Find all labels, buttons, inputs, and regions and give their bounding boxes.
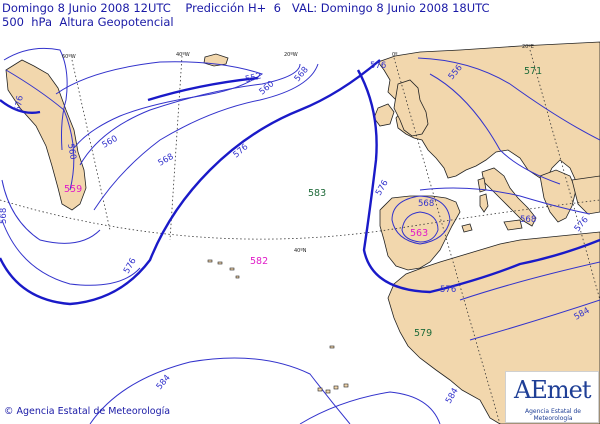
turkey-landmass	[571, 175, 600, 215]
contour-560-north	[3, 47, 68, 151]
sicily-landmass	[503, 219, 523, 231]
contour-label-568-north: 568	[293, 65, 311, 84]
aemet-logo: AEmet Agencia Estatal de Meteorología	[505, 371, 599, 423]
contour-label-568-east: 568	[520, 215, 536, 225]
contour-label-584-south: 584	[155, 373, 173, 392]
contour-576-thick-iberia	[356, 69, 600, 294]
contour-label-568-mid: 568	[157, 152, 176, 169]
thick-contours	[0, 59, 600, 306]
contour-label-576-iberia: 576	[374, 178, 391, 197]
contour-552	[55, 61, 264, 149]
contour-label-576-center: 576	[232, 142, 251, 160]
contour-576-north-arc	[429, 73, 561, 185]
balkans-landmass	[539, 169, 577, 223]
contour-label-576-south: 576	[440, 285, 456, 295]
high-center-africa: 579	[414, 328, 432, 339]
contour-576-east	[417, 57, 600, 141]
contour-label-576-north: 576	[370, 61, 386, 71]
label-20e: 20ºE	[522, 44, 534, 50]
ireland-landmass	[373, 103, 395, 127]
azores-island-4	[235, 275, 240, 279]
meridian-40w	[169, 55, 183, 241]
contour-576-west	[1, 219, 141, 286]
contour-label-552: 552	[244, 71, 262, 85]
thin-contours	[1, 47, 600, 424]
contour-568-main	[93, 63, 319, 211]
italy-landmass	[481, 167, 537, 227]
contour-label-560-mid: 560	[101, 134, 120, 151]
contour-label-584-se: 584	[444, 386, 461, 405]
contour-label-568-iberia: 568	[418, 199, 434, 209]
greenland-landmass	[5, 59, 87, 211]
chart-header: Domingo 8 Junio 2008 12UTC Predicción H+…	[2, 1, 598, 29]
contour-label-576-west: 576	[122, 256, 139, 275]
europe-landmass	[377, 41, 600, 205]
label-40n: 40ºN	[294, 248, 307, 254]
contour-560-main	[79, 63, 301, 166]
contour-568-west	[1, 179, 101, 244]
canary-island-2	[325, 389, 331, 394]
contour-label-576-edge: 576	[13, 95, 26, 113]
aemet-logo-subtitle: Agencia Estatal de Meteorología	[524, 408, 581, 422]
meridian-20e	[529, 49, 600, 301]
meridian-60w	[71, 59, 111, 231]
aemet-logo-brand: AEmet	[514, 376, 591, 404]
label-60w: 60ºW	[62, 54, 76, 60]
contour-584-edge	[459, 261, 600, 301]
contour-576-thick-west	[0, 59, 381, 306]
islands	[207, 259, 349, 394]
contour-584-south	[89, 357, 351, 424]
contour-label-560-west: 560	[65, 143, 78, 161]
agency-credit: © Agencia Estatal de Meteorología	[4, 406, 171, 417]
britain-landmass	[393, 79, 429, 137]
pressure-centers: 559 583 582 563 579 571	[64, 66, 542, 339]
graticule	[0, 49, 600, 424]
contour-568-iberia	[391, 195, 451, 245]
azores-island-2	[217, 261, 223, 265]
contour-584-far	[469, 299, 600, 341]
land-layer	[5, 41, 600, 424]
baleares-landmass	[461, 223, 473, 233]
contour-560-west	[5, 69, 75, 191]
high-center-south: 582	[250, 256, 268, 267]
contour-584-se	[299, 391, 441, 424]
sardinia-landmass	[479, 193, 489, 213]
field-title: 500 hPa Altura Geopotencial	[2, 15, 174, 29]
canary-island-1	[317, 387, 323, 392]
label-40w: 40ºW	[176, 52, 190, 58]
contour-label-576-east: 576	[573, 215, 591, 234]
high-center-atlantic: 583	[308, 188, 326, 199]
label-0: 0º	[392, 52, 398, 58]
low-center-iberia: 563	[410, 228, 428, 239]
contour-576-thick-center	[147, 76, 259, 102]
contour-label-560-north: 560	[258, 79, 277, 97]
contour-576-thick-upper	[0, 99, 41, 114]
contour-label-568-west: 568	[0, 208, 9, 224]
canary-island-4	[343, 383, 349, 388]
graticule-labels: 60ºW 40ºW 20ºW 0º 20ºE 40ºN	[62, 44, 534, 254]
azores-island-3	[229, 267, 235, 271]
low-center-west: 559	[64, 184, 82, 195]
high-center-europe: 571	[524, 66, 542, 77]
label-20w: 20ºW	[284, 52, 298, 58]
azores-island-1	[207, 259, 213, 263]
iberia-landmass	[379, 195, 461, 271]
canary-island-3	[333, 385, 339, 390]
valid-time-line: Domingo 8 Junio 2008 12UTC Predicción H+…	[2, 1, 490, 15]
contour-labels: 552 560 568 560 560 568 576 568 576 576 …	[0, 61, 592, 406]
madeira-island	[329, 345, 335, 349]
contour-560-iberia	[401, 211, 439, 243]
contour-568-east	[419, 187, 591, 215]
